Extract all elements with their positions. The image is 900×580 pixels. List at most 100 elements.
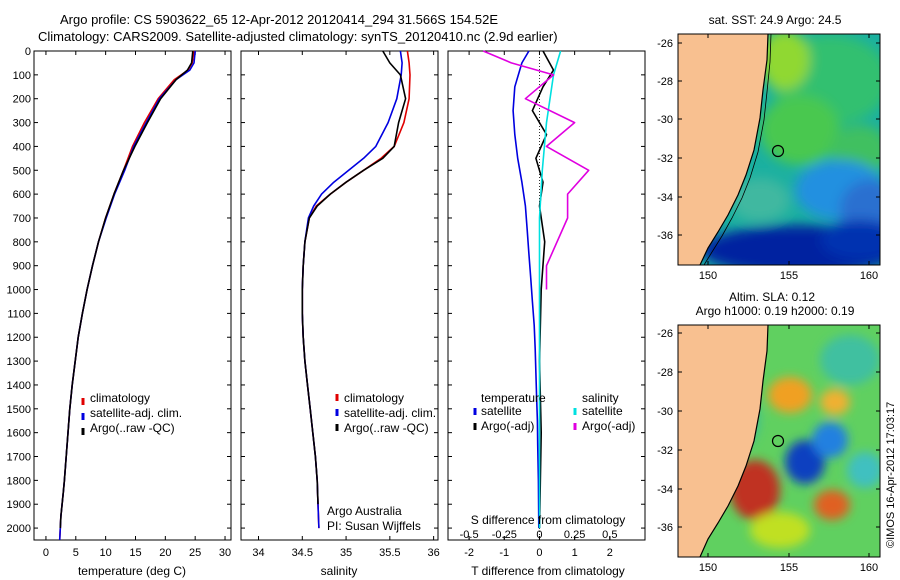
legend-satellite: satellite-adj. clim. [344,406,436,420]
depth-tick-label: 1300 [7,356,31,368]
sla-map: Altim. SLA: 0.12 Argo h1000: 0.19 h2000:… [657,290,897,574]
lon-tick-label: 150 [699,562,717,574]
depth-tick-label: 700 [13,213,31,225]
depth-tick-label: 1700 [7,452,31,464]
credit-institution: Argo Australia [327,504,402,518]
depth-tick-label: 1400 [7,380,31,392]
x-tick-label: 36 [427,547,439,559]
temperature-xlabel: temperature (deg C) [78,564,186,578]
x-tick-label: 15 [129,547,141,559]
x-tick-label: 35 [340,547,352,559]
x-tick-label: 0 [536,547,542,559]
imos-timestamp: ©IMOS 16-Apr-2012 17:03:17 [885,402,897,548]
depth-tick-label: 500 [13,165,31,177]
x-tick-label: 0 [43,547,49,559]
sla-map-title-2: Argo h1000: 0.19 h2000: 0.19 [696,304,855,318]
depth-tick-label: 1000 [7,285,31,297]
legend-s-argo: Argo(-adj) [582,419,635,433]
series-line-salinity-argo-adj- [482,50,590,290]
header-line-2: Climatology: CARS2009. Satellite-adjuste… [38,29,558,44]
sst-map-title: sat. SST: 24.9 Argo: 24.5 [709,13,842,27]
salinity-xlabel: salinity [321,564,358,578]
series-line-temperature-satellite [512,50,540,529]
legend-t-argo: Argo(-adj) [481,419,534,433]
x-tick-label: 2 [607,547,613,559]
x-tick-label: 30 [219,547,231,559]
lon-tick-label: 155 [780,270,798,282]
depth-tick-label: 900 [13,261,31,273]
lat-tick-label: -34 [657,192,673,204]
lat-tick-label: -32 [657,445,673,457]
legend-climatology: climatology [90,391,150,405]
depth-tick-label: 1900 [7,499,31,511]
x-tick-label: 34.5 [292,547,313,559]
x-tick-label: 10 [100,547,112,559]
temperature-panel: 0100200300400500600700800900100011001200… [7,46,232,578]
sst-map: sat. SST: 24.9 Argo: 24.5 -26 -28 -30 -32 -3… [657,13,881,282]
x-tick-label: 0.5 [602,529,617,541]
x-tick-label: -2 [464,547,474,559]
depth-tick-label: 300 [13,118,31,130]
legend-argo: Argo(..raw -QC) [90,421,175,435]
legend-salinity-title: salinity [582,391,619,405]
salinity-axis: 34 34.5 35 35.5 36 [252,51,440,559]
x-tick-label: -1 [499,547,509,559]
legend-s-satellite: satellite [582,404,623,418]
x-tick-label: -0.25 [492,529,517,541]
x-tick-label: 1 [572,547,578,559]
legend-t-satellite: satellite [481,404,522,418]
temperature-axis: 0 5 10 15 20 25 30 [43,51,231,559]
t-difference-xlabel: T difference from climatology [471,564,625,578]
lon-tick-label: 160 [860,270,878,282]
legend-argo: Argo(..raw -QC) [344,421,429,435]
x-tick-label: 5 [73,547,79,559]
x-tick-label: 35.5 [379,547,400,559]
lat-tick-label: -26 [657,38,673,50]
lat-tick-label: -30 [657,406,673,418]
depth-tick-label: 0 [25,46,31,58]
depth-tick-label: 600 [13,189,31,201]
lon-tick-label: 155 [780,562,798,574]
depth-axis: 0 100 200 300 400 500 600 700 800 900 1000 1100 1200… [7,46,231,535]
header-line-1: Argo profile: CS 5903622_65 12-Apr-2012 … [60,12,498,27]
lat-tick-label: -26 [657,328,673,340]
legend-climatology: climatology [344,391,404,405]
depth-tick-label: 1800 [7,475,31,487]
x-tick-label: 20 [159,547,171,559]
lat-tick-label: -36 [657,230,673,242]
lat-tick-label: -28 [657,76,673,88]
lat-tick-label: -32 [657,153,673,165]
lon-tick-label: 150 [699,270,717,282]
s-difference-label: S difference from climatology [471,513,626,527]
legend-satellite: satellite-adj. clim. [90,406,182,420]
x-tick-label: 0.25 [564,529,585,541]
depth-tick-label: 2000 [7,523,31,535]
x-tick-label: 34 [252,547,264,559]
sla-map-title-1: Altim. SLA: 0.12 [729,290,815,304]
x-tick-label: -0.5 [460,529,479,541]
x-tick-label: 25 [189,547,201,559]
lat-tick-label: -30 [657,114,673,126]
lon-tick-label: 160 [860,562,878,574]
depth-tick-label: 1200 [7,332,31,344]
lat-tick-label: -36 [657,522,673,534]
difference-legend: temperature salinity satellite Argo(-adj… [473,391,635,433]
depth-tick-label: 200 [13,94,31,106]
legend-temperature-title: temperature [481,391,546,405]
depth-tick-label: 1500 [7,404,31,416]
series-line-argo-raw-qc- [59,50,194,529]
s-difference-axis: -0.5-0.2500.250.5 [460,529,618,541]
salinity-panel: 34 34.5 35 35.5 36 climatology satellite-adj… [240,50,440,578]
credit-pi: PI: Susan Wijffels [327,519,421,533]
depth-tick-label: 400 [13,141,31,153]
depth-tick-label: 1100 [7,308,31,320]
depth-tick-label: 800 [13,237,31,249]
depth-tick-label: 1600 [7,428,31,440]
depth-tick-label: 100 [13,70,31,82]
salinity-legend: climatology satellite-adj. clim. Argo(..… [335,391,436,435]
lat-tick-label: -28 [657,367,673,379]
lat-tick-label: -34 [657,484,673,496]
series-line-argo-raw-qc- [301,50,407,505]
